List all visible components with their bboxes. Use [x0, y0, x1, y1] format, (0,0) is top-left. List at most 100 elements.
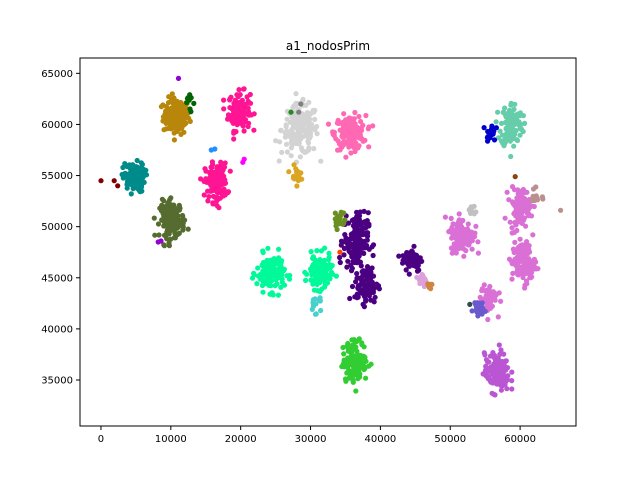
cluster-18-point	[495, 373, 501, 379]
cluster-9-point	[326, 250, 332, 256]
cluster-12-point	[405, 259, 411, 265]
cluster-7-point	[173, 224, 179, 230]
cluster-10-point	[358, 242, 364, 249]
cluster-10-point	[349, 249, 355, 255]
cluster-18-point	[503, 367, 509, 373]
cluster-24-point	[313, 311, 319, 317]
cluster-8-point	[277, 267, 283, 273]
cluster-6-point	[209, 165, 215, 171]
cluster-1-point	[225, 112, 232, 118]
cluster-6-point	[222, 160, 228, 166]
cluster-8-point	[271, 262, 277, 269]
cluster-2-point	[279, 149, 285, 155]
cluster-19-point	[356, 359, 362, 365]
cluster-10-point	[361, 208, 367, 214]
cluster-3-point	[360, 122, 366, 128]
cluster-2-point	[289, 136, 295, 142]
cluster-2-point	[318, 158, 324, 164]
cluster-7-point	[166, 227, 172, 233]
cluster-14-point	[506, 197, 512, 203]
cluster-27-point	[539, 194, 546, 200]
cluster-19-point	[341, 351, 347, 357]
cluster-4-point	[509, 110, 515, 116]
cluster-5-point	[119, 171, 125, 178]
cluster-4-point	[515, 121, 521, 127]
cluster-16-point	[483, 295, 489, 301]
cluster-19-point	[345, 340, 351, 347]
cluster-21-point	[291, 162, 297, 168]
cluster-15-point	[524, 281, 530, 287]
cluster-18-point	[509, 378, 515, 384]
cluster-5-point	[127, 173, 133, 179]
cluster-19-point	[359, 340, 365, 346]
cluster-11-point	[361, 304, 367, 310]
cluster-25-point	[420, 280, 426, 286]
cluster-2-point	[304, 110, 310, 116]
cluster-4-point	[503, 112, 509, 118]
cluster-10-point	[353, 224, 359, 230]
cluster-19-point	[346, 359, 353, 365]
cluster-20-point	[342, 217, 348, 223]
cluster-18-point	[491, 391, 497, 397]
cluster-5-point	[122, 161, 128, 167]
cluster-24-point	[318, 307, 324, 314]
cluster-18-point	[500, 372, 506, 379]
cluster-0-point	[164, 111, 170, 117]
cluster-11-point	[374, 281, 380, 287]
cluster-26-point	[425, 281, 431, 287]
cluster-4-point	[514, 116, 520, 122]
cluster-15-point	[510, 246, 516, 252]
cluster-2-point	[305, 140, 312, 146]
cluster-10-point	[361, 250, 367, 256]
cluster-7-point	[155, 221, 162, 227]
cluster-6-point	[225, 190, 231, 196]
cluster-1-point	[237, 120, 243, 126]
cluster-8-point	[279, 279, 285, 285]
cluster-16-point	[486, 298, 492, 304]
cluster-15-point	[510, 270, 516, 276]
cluster-16-point	[496, 290, 502, 296]
cluster-8-point	[276, 246, 282, 252]
cluster-11-point	[349, 265, 355, 271]
cluster-18-point	[491, 352, 498, 359]
cluster-1-point	[245, 123, 251, 130]
cluster-19-point	[368, 361, 374, 367]
cluster-18-point	[482, 352, 488, 358]
cluster-7-point	[164, 236, 170, 242]
cluster-13-point	[460, 217, 466, 224]
cluster-16-point	[495, 314, 501, 320]
x-tick-label: 60000	[504, 434, 536, 445]
cluster-18-point	[486, 359, 492, 365]
cluster-9-point	[318, 262, 324, 268]
cluster-2-point	[276, 158, 282, 164]
cluster-11-point	[368, 272, 374, 278]
data-point	[115, 183, 121, 189]
cluster-2-point	[287, 119, 294, 125]
cluster-3-point	[352, 109, 358, 116]
cluster-19-point	[345, 346, 352, 352]
cluster-13-point	[456, 211, 462, 217]
cluster-20-point	[340, 221, 346, 227]
cluster-10-point	[351, 232, 357, 238]
cluster-15-point	[527, 249, 533, 255]
cluster-3-point	[370, 123, 376, 129]
x-tick-label: 50000	[434, 434, 466, 445]
data-point	[296, 109, 302, 115]
cluster-2-point	[289, 127, 295, 133]
cluster-6-point	[205, 198, 211, 204]
cluster-9-point	[315, 275, 321, 281]
cluster-7-point	[185, 226, 191, 232]
cluster-20-point	[332, 210, 338, 216]
y-axis: 35000 40000 45000 50000 55000 60000 65000	[41, 69, 80, 387]
y-tick-label: 40000	[41, 324, 73, 335]
y-tick-label: 45000	[41, 273, 73, 284]
cluster-4-point	[519, 126, 525, 132]
cluster-13-point	[453, 250, 459, 256]
cluster-11-point	[354, 291, 360, 297]
cluster-10-point	[344, 264, 350, 270]
data-point	[298, 101, 304, 107]
cluster-10-point	[346, 244, 352, 250]
cluster-8-point	[264, 275, 270, 281]
cluster-6-point	[221, 186, 227, 192]
